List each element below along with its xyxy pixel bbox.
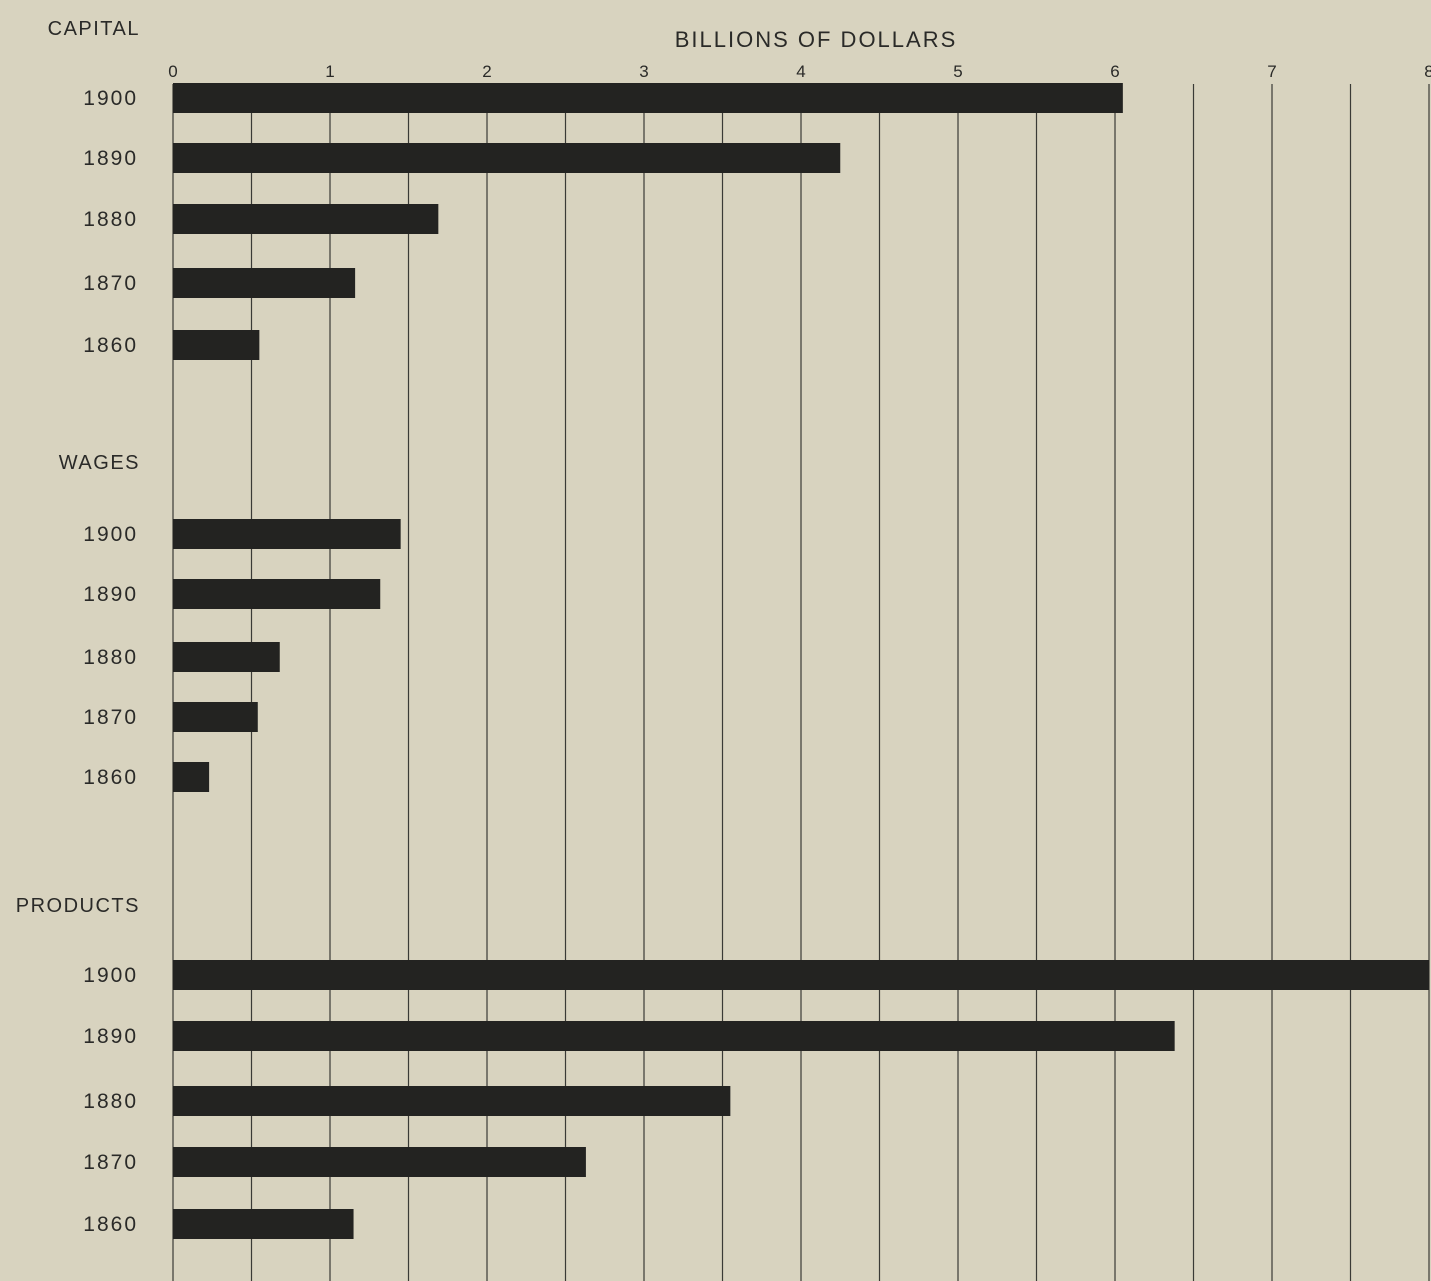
bar — [173, 204, 439, 234]
category-label: 1870 — [83, 272, 138, 295]
category-label: 1860 — [83, 766, 138, 789]
category-label: 1870 — [83, 706, 138, 729]
category-label: 1860 — [83, 334, 138, 357]
bar — [173, 642, 280, 672]
x-axis-title: BILLIONS OF DOLLARS — [675, 27, 958, 52]
x-tick-label: 2 — [482, 62, 491, 81]
grid — [172, 84, 1430, 1281]
bar — [173, 1021, 1175, 1051]
bar — [173, 143, 841, 173]
category-labels: CAPITAL 1900 1890 1880 1870 1860 WAGES 1900 1890… — [16, 18, 140, 1236]
bar — [173, 268, 356, 298]
group-label: CAPITAL — [48, 18, 140, 40]
x-tick-label: 5 — [953, 62, 962, 81]
category-label: 1900 — [83, 964, 138, 987]
category-label: 1880 — [83, 208, 138, 231]
bars — [173, 83, 1429, 1239]
category-label: 1880 — [83, 1090, 138, 1113]
category-label: 1890 — [83, 583, 138, 606]
x-tick-label: 4 — [796, 62, 805, 81]
category-label: 1860 — [83, 1213, 138, 1236]
bar — [173, 83, 1123, 113]
bar — [173, 702, 258, 732]
x-tick-label: 0 — [168, 62, 177, 81]
bar — [173, 1086, 731, 1116]
x-tick-label: 3 — [639, 62, 648, 81]
bar — [173, 330, 260, 360]
x-tick-label: 8 — [1424, 62, 1431, 81]
bar — [173, 960, 1429, 990]
category-label: 1880 — [83, 646, 138, 669]
bar — [173, 579, 381, 609]
group-label: PRODUCTS — [16, 895, 140, 917]
category-label: 1900 — [83, 87, 138, 110]
x-tick-label: 7 — [1267, 62, 1276, 81]
x-tick-label: 6 — [1110, 62, 1119, 81]
x-tick-label: 1 — [325, 62, 334, 81]
category-label: 1870 — [83, 1151, 138, 1174]
x-axis-ticks: 0 1 2 3 4 5 6 7 8 — [168, 62, 1431, 81]
bar — [173, 762, 210, 792]
category-label: 1900 — [83, 523, 138, 546]
category-label: 1890 — [83, 147, 138, 170]
bar — [173, 1209, 354, 1239]
bar — [173, 1147, 586, 1177]
group-label: WAGES — [59, 452, 140, 474]
bar — [173, 519, 401, 549]
category-label: 1890 — [83, 1025, 138, 1048]
